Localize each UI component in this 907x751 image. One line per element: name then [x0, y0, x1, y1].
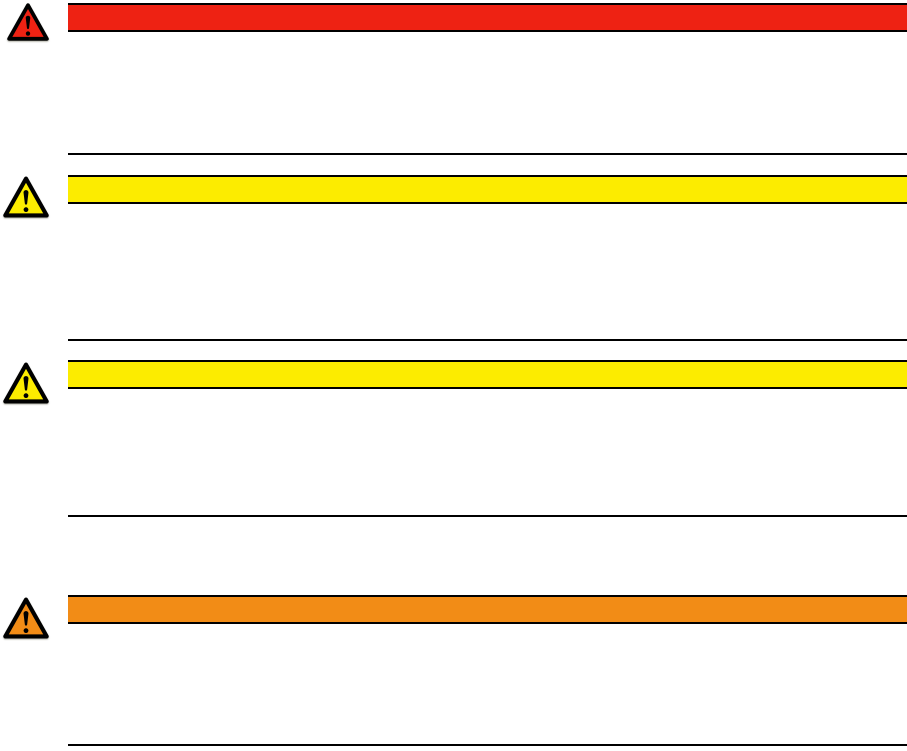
exclamation-dot: [23, 207, 29, 213]
section-divider-rule: [68, 153, 907, 155]
exclamation-mark: [23, 611, 29, 626]
section-divider-rule: [68, 744, 907, 746]
exclamation-mark: [23, 190, 29, 205]
exclamation-mark: [23, 376, 29, 391]
warning-triangle-icon: [3, 597, 49, 639]
exclamation-dot: [23, 628, 29, 634]
exclamation-mark: [25, 15, 31, 30]
warning-triangle-icon: [3, 362, 49, 404]
section-divider-rule: [68, 339, 907, 341]
section-divider-rule: [68, 515, 907, 517]
danger-title-bar: [68, 3, 907, 32]
caution-title-bar: [68, 595, 907, 624]
warning-title-bar: [68, 175, 907, 204]
warning-triangle-icon: [7, 3, 49, 41]
exclamation-dot: [25, 31, 31, 36]
warning-triangle-icon: [3, 176, 49, 218]
exclamation-dot: [23, 393, 29, 399]
warning-title-bar: [68, 360, 907, 389]
